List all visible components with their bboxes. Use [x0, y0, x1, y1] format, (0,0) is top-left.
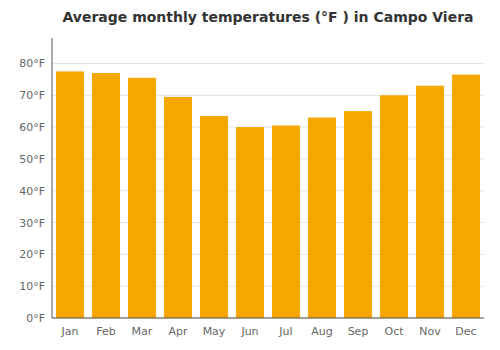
y-axis-line [52, 38, 53, 318]
x-tick-label: Aug [311, 325, 332, 338]
bar [272, 126, 300, 319]
y-tick-label: 20°F [19, 248, 45, 261]
x-tick-label: Jul [278, 325, 292, 338]
chart-svg: Average monthly temperatures (°F ) in Ca… [0, 0, 500, 350]
bar [200, 116, 228, 318]
chart-container: Average monthly temperatures (°F ) in Ca… [0, 0, 500, 350]
x-tick-label: Nov [419, 325, 441, 338]
bar [164, 97, 192, 318]
bar [380, 95, 408, 318]
y-tick-label: 60°F [19, 121, 45, 134]
y-tick-label: 0°F [26, 312, 45, 325]
x-tick-label: Jun [240, 325, 258, 338]
grid-line [52, 63, 484, 64]
y-tick-label: 50°F [19, 153, 45, 166]
x-tick-label: Sep [348, 325, 369, 338]
y-tick-label: 70°F [19, 89, 45, 102]
x-tick-label: Mar [132, 325, 153, 338]
bars [56, 71, 480, 318]
bar [308, 118, 336, 318]
chart-title: Average monthly temperatures (°F ) in Ca… [62, 9, 473, 25]
x-tick-label: Feb [96, 325, 115, 338]
y-tick-label: 80°F [19, 57, 45, 70]
bar [56, 71, 84, 318]
x-tick-label: Jan [61, 325, 79, 338]
y-tick-label: 30°F [19, 217, 45, 230]
bar [236, 127, 264, 318]
x-tick-label: Oct [384, 325, 404, 338]
bar [344, 111, 372, 318]
y-grid [52, 63, 484, 318]
x-axis-line [52, 318, 484, 319]
bar [92, 73, 120, 318]
y-tick-label: 10°F [19, 280, 45, 293]
x-tick-label: May [203, 325, 226, 338]
y-tick-label: 40°F [19, 185, 45, 198]
x-tick-label: Dec [455, 325, 476, 338]
x-tick-label: Apr [168, 325, 188, 338]
bar [128, 78, 156, 318]
grid-line [52, 318, 484, 319]
bar [416, 86, 444, 318]
bar [452, 75, 480, 318]
